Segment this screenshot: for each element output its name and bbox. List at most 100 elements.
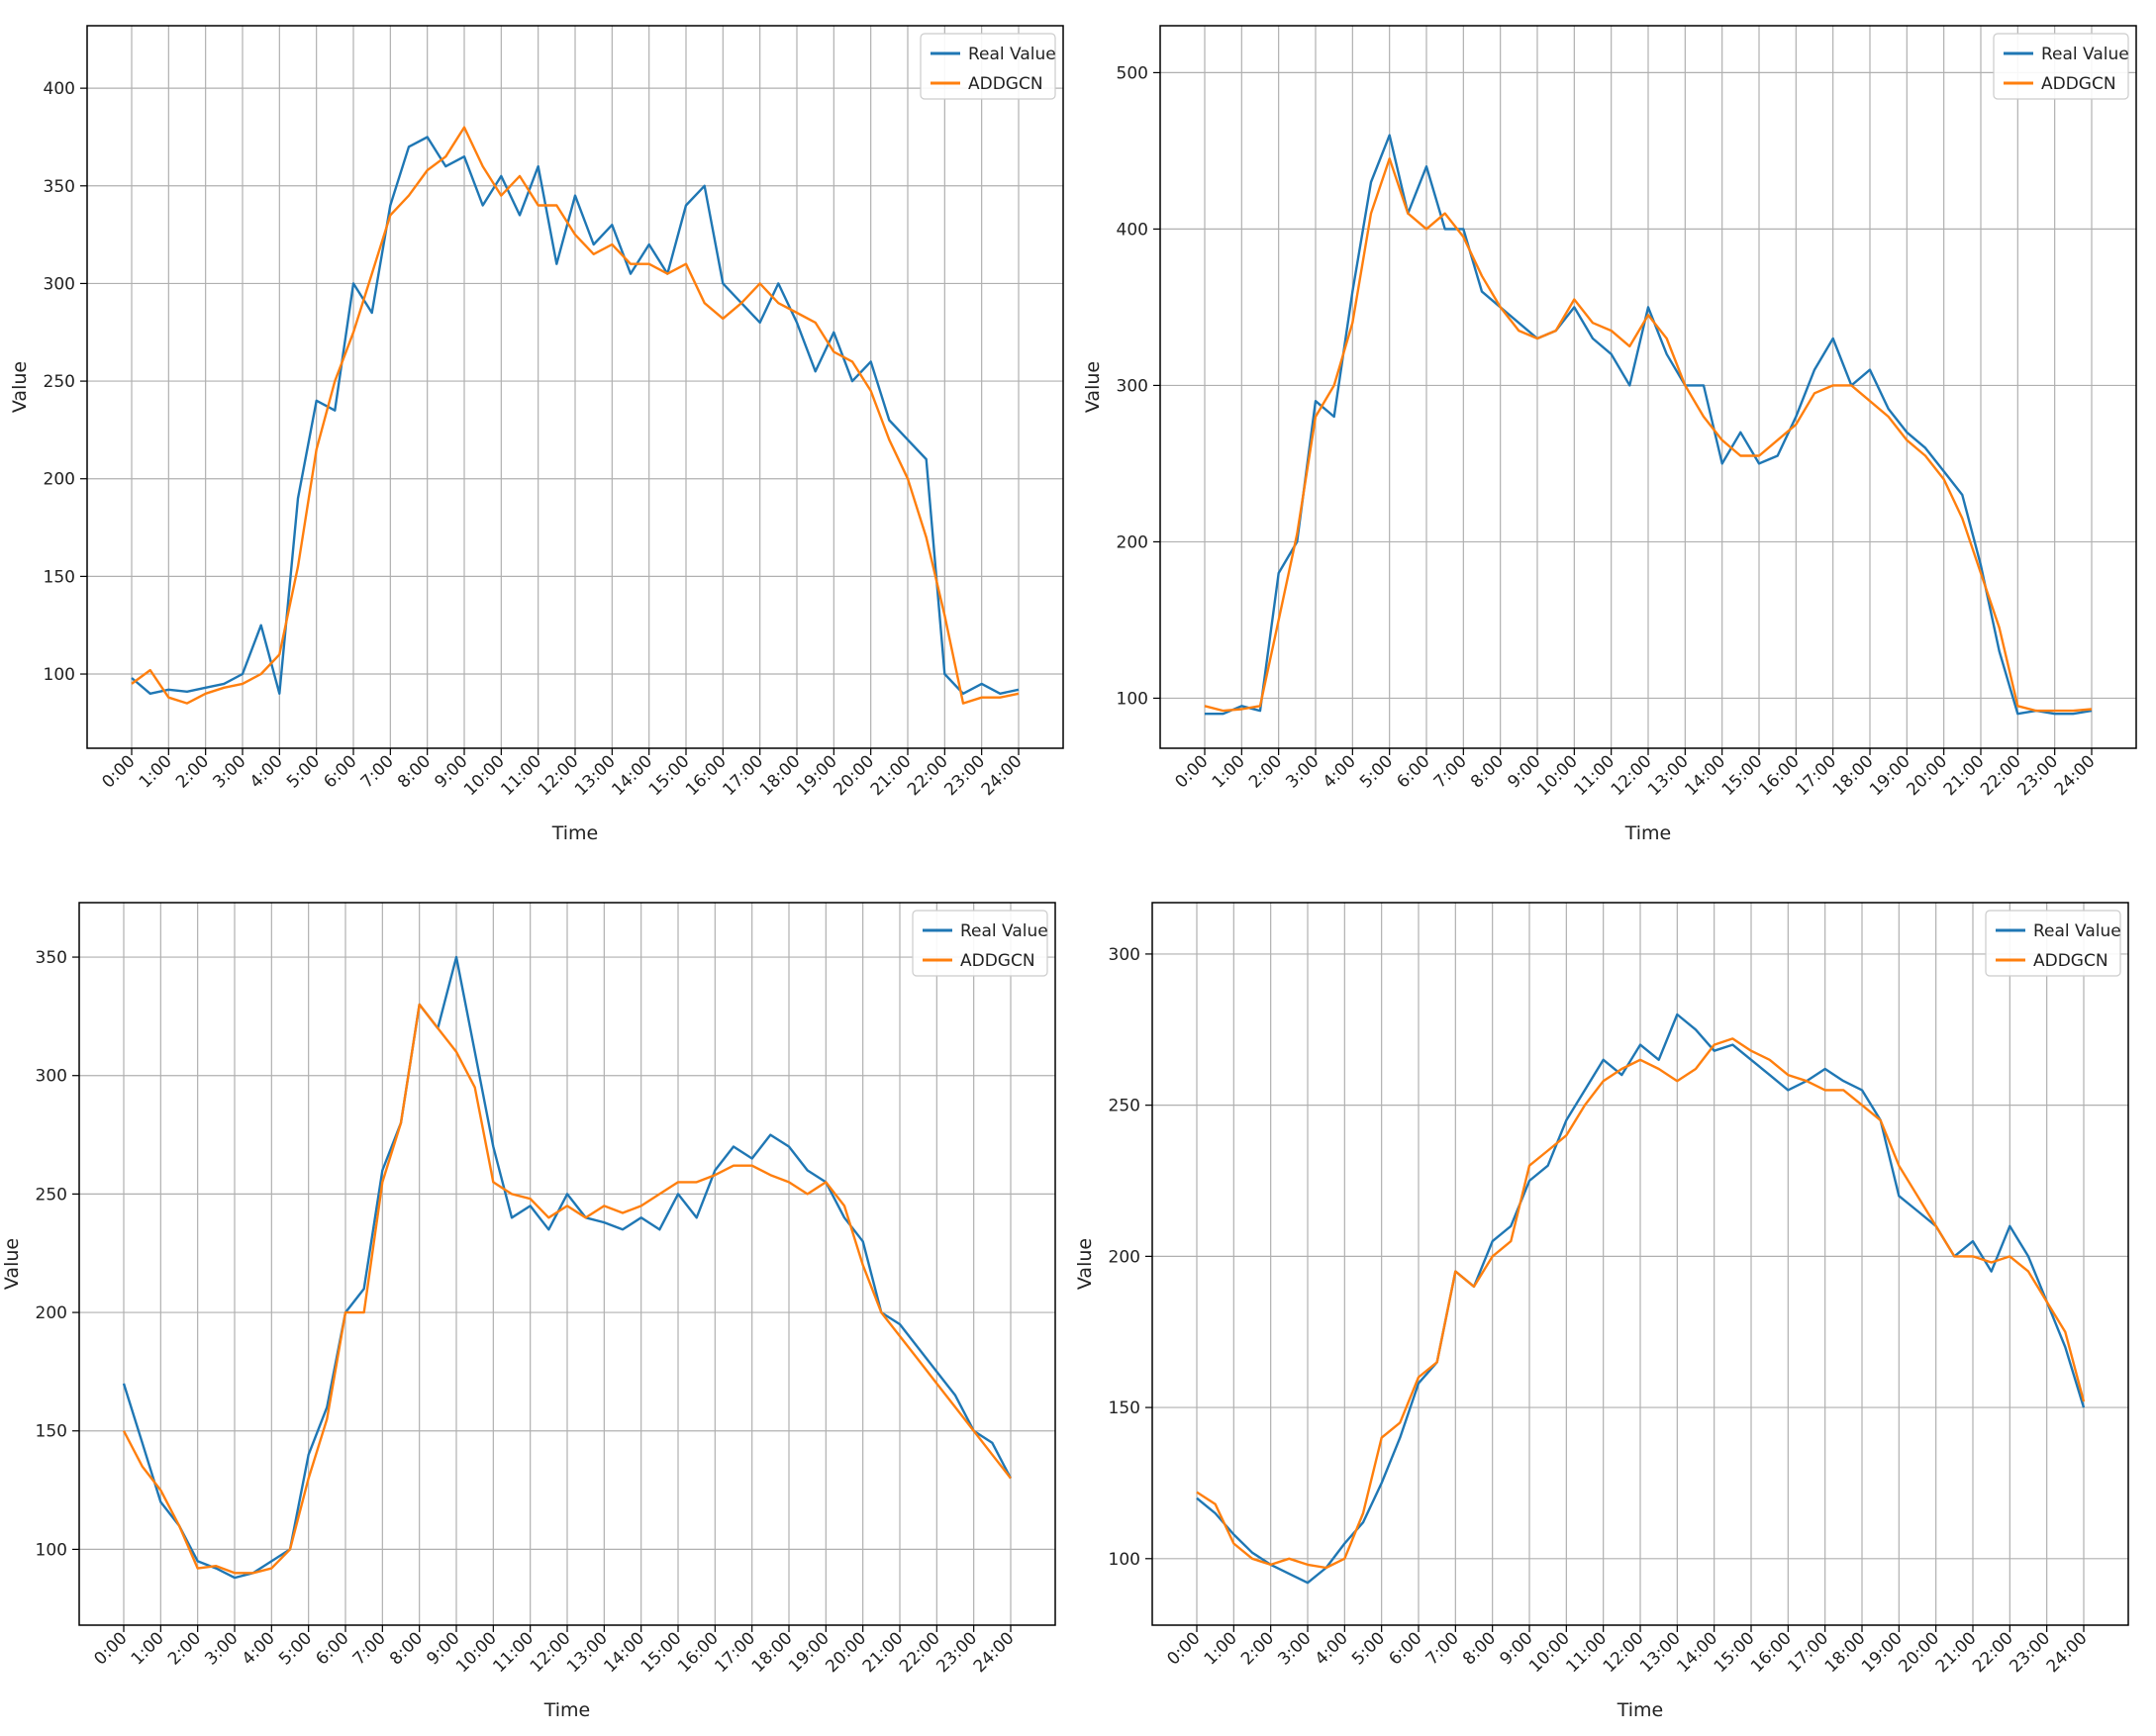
x-tick-label: 7:00 <box>357 751 398 792</box>
y-tick-label: 150 <box>1109 1398 1140 1418</box>
x-tick-label: 13:00 <box>1636 1628 1685 1677</box>
x-tick-label: 4:00 <box>1320 751 1360 792</box>
x-tick-label: 6:00 <box>1385 1628 1425 1669</box>
x-tick-label: 22:00 <box>904 751 952 800</box>
y-tick-label: 250 <box>1109 1097 1140 1116</box>
x-tick-label: 20:00 <box>1903 751 1951 800</box>
x-tick-label: 21:00 <box>1940 751 1989 800</box>
y-tick-label: 300 <box>44 274 75 294</box>
x-tick-label: 7:00 <box>1430 751 1471 792</box>
y-tick-label: 350 <box>44 177 75 197</box>
y-tick-label: 150 <box>44 567 75 587</box>
x-tick-label: 13:00 <box>563 1628 612 1677</box>
x-tick-label: 24:00 <box>978 751 1027 800</box>
x-tick-label: 2:00 <box>172 751 213 792</box>
x-tick-label: 12:00 <box>1600 1628 1648 1677</box>
y-tick-label: 200 <box>36 1303 67 1323</box>
addgcn-line <box>1196 1037 2086 1570</box>
x-tick-label: 18:00 <box>1829 751 1878 800</box>
x-tick-label: 22:00 <box>1977 751 2025 800</box>
x-tick-label: 19:00 <box>1858 1628 1907 1677</box>
x-tick-label: 3:00 <box>1282 751 1323 792</box>
real-value-line <box>122 955 1013 1580</box>
y-tick-label: 300 <box>1117 376 1148 396</box>
x-tick-label: 24:00 <box>2043 1628 2092 1677</box>
x-tick-label: 3:00 <box>209 751 249 792</box>
chart-panel-1: 100 150 200 250 300 350 400 0:001:002:003:004:0… <box>9 25 1064 844</box>
chart-panel-4: 100 150 200 250 300 0:001:002:003:004:005:006… <box>1074 902 2129 1721</box>
chart-panel-3: 100 150 200 250 300 350 0:001:002:003:004:005:… <box>1 902 1056 1721</box>
x-tick-label: 2:00 <box>164 1628 205 1669</box>
real-value-line <box>131 136 1020 695</box>
x-tick-label: 14:00 <box>608 751 656 800</box>
y-axis-label: Value <box>1074 1238 1096 1290</box>
chart-panel-2: 100 200 300 400 500 0:001:002:003:004:005:006… <box>1082 25 2137 844</box>
x-tick-label: 18:00 <box>1821 1628 1870 1677</box>
x-tick-label: 4:00 <box>246 751 287 792</box>
y-tick-label: 250 <box>36 1185 67 1205</box>
y-tick-label: 400 <box>1117 220 1148 240</box>
x-tick-label: 14:00 <box>1681 751 1729 800</box>
y-tick-label: 100 <box>44 665 75 685</box>
real-value-line <box>1205 134 2093 716</box>
x-tick-label: 5:00 <box>275 1628 316 1669</box>
legend: Real Value ADDGCN <box>1993 33 2129 100</box>
x-tick-label: 23:00 <box>932 1628 981 1677</box>
y-tick-label: 300 <box>36 1067 67 1087</box>
y-tick-label: 200 <box>1109 1247 1140 1267</box>
x-tick-label: 2:00 <box>1245 751 1286 792</box>
legend-addgcn-label: ADDGCN <box>2041 74 2116 94</box>
x-tick-label: 19:00 <box>793 751 841 800</box>
x-tick-label: 1:00 <box>1201 1628 1241 1669</box>
x-tick-label: 11:00 <box>497 751 545 800</box>
x-tick-label: 6:00 <box>312 1628 352 1669</box>
x-tick-label: 11:00 <box>1562 1628 1611 1677</box>
x-tick-label: 15:00 <box>1711 1628 1759 1677</box>
x-tick-label: 13:00 <box>1644 751 1693 800</box>
x-tick-label: 8:00 <box>394 751 435 792</box>
addgcn-line <box>1204 157 2093 713</box>
y-axis-label: Value <box>1 1238 23 1290</box>
x-tick-label: 21:00 <box>1932 1628 1981 1677</box>
y-axis-label: Value <box>9 361 31 413</box>
x-tick-label: 10:00 <box>1525 1628 1574 1677</box>
x-tick-label: 7:00 <box>1422 1628 1463 1669</box>
addgcn-line <box>131 126 1020 705</box>
y-tick-label: 100 <box>1117 689 1148 709</box>
x-axis-label: Time <box>1624 822 1672 844</box>
x-tick-label: 8:00 <box>1459 1628 1500 1669</box>
x-tick-label: 20:00 <box>1895 1628 1943 1677</box>
x-tick-label: 14:00 <box>1673 1628 1721 1677</box>
x-axis-label: Time <box>551 822 599 844</box>
x-tick-label: 17:00 <box>1792 751 1840 800</box>
x-tick-label: 6:00 <box>320 751 360 792</box>
x-tick-label: 23:00 <box>940 751 989 800</box>
x-tick-label: 19:00 <box>1866 751 1914 800</box>
x-tick-label: 18:00 <box>756 751 805 800</box>
legend: Real Value ADDGCN <box>1985 910 2121 977</box>
x-tick-label: 4:00 <box>239 1628 279 1669</box>
x-tick-label: 16:00 <box>682 751 731 800</box>
x-tick-label: 23:00 <box>2013 751 2062 800</box>
x-tick-label: 0:00 <box>1163 1628 1204 1669</box>
x-tick-label: 14:00 <box>600 1628 648 1677</box>
x-tick-label: 23:00 <box>2006 1628 2054 1677</box>
y-tick-label: 250 <box>44 372 75 392</box>
x-tick-label: 16:00 <box>1747 1628 1796 1677</box>
x-tick-label: 17:00 <box>719 751 767 800</box>
x-tick-label: 24:00 <box>2051 751 2100 800</box>
x-tick-label: 1:00 <box>1209 751 1249 792</box>
x-tick-label: 3:00 <box>201 1628 242 1669</box>
x-axis-label: Time <box>1617 1699 1664 1721</box>
x-tick-label: 0:00 <box>98 751 139 792</box>
x-tick-label: 16:00 <box>674 1628 723 1677</box>
x-tick-label: 15:00 <box>637 1628 686 1677</box>
y-tick-label: 400 <box>44 79 75 99</box>
legend-addgcn-label: ADDGCN <box>2033 951 2108 971</box>
y-tick-label: 150 <box>36 1422 67 1442</box>
y-tick-label: 200 <box>1117 532 1148 552</box>
x-tick-label: 12:00 <box>535 751 583 800</box>
x-tick-label: 12:00 <box>1608 751 1656 800</box>
legend-real-label: Real Value <box>2041 45 2129 64</box>
x-tick-label: 10:00 <box>460 751 509 800</box>
